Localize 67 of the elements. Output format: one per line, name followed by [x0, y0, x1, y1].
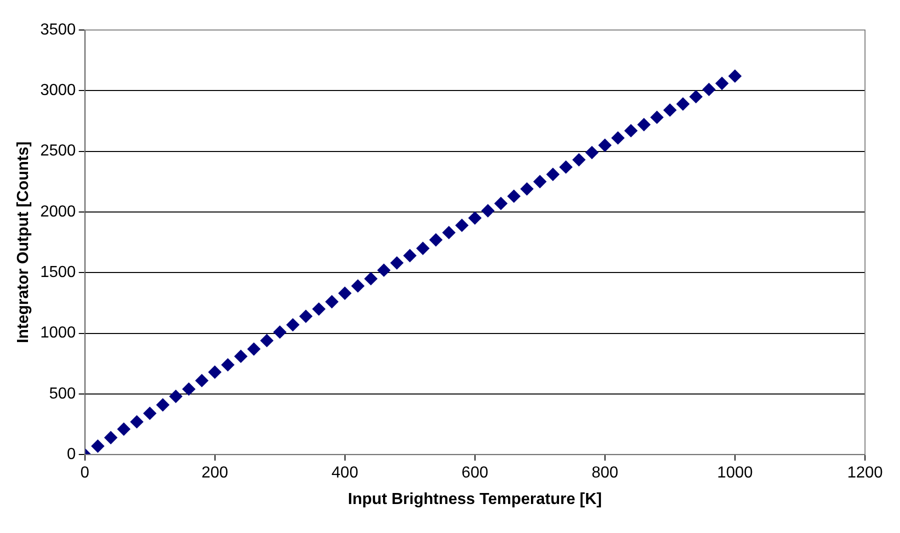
point: [455, 218, 468, 232]
x-tick-label: 1200: [847, 464, 883, 482]
point: [195, 374, 208, 388]
point: [273, 326, 286, 339]
point: [182, 382, 196, 396]
point: [377, 264, 390, 277]
point: [338, 286, 352, 300]
point: [143, 406, 156, 420]
point: [169, 390, 182, 403]
point: [364, 272, 378, 286]
point: [429, 233, 442, 246]
point: [104, 431, 118, 444]
point: [624, 124, 638, 138]
y-tick-label: 500: [49, 385, 76, 402]
y-tick-label: 1000: [40, 324, 76, 342]
y-tick-label: 2500: [40, 142, 76, 160]
point: [481, 204, 494, 218]
point: [312, 302, 326, 316]
point: [351, 279, 364, 292]
point: [286, 318, 300, 332]
x-tick-label: 1000: [717, 464, 753, 482]
point: [403, 249, 416, 262]
point: [130, 415, 144, 428]
point: [299, 310, 312, 323]
point: [585, 146, 598, 160]
point: [663, 104, 676, 117]
point: [208, 366, 222, 379]
point: [468, 212, 482, 225]
y-tick-label: 1500: [40, 264, 76, 282]
point: [572, 153, 586, 166]
y-axis-title: Integrator Output [Counts]: [15, 141, 32, 344]
y-tick-label: 3500: [40, 21, 76, 38]
point: [676, 98, 690, 110]
point: [91, 440, 104, 453]
point: [416, 242, 430, 255]
y-tick-label: 0: [66, 446, 76, 464]
point: [156, 398, 170, 412]
point: [494, 196, 508, 210]
x-tick-label: 800: [592, 464, 618, 482]
point: [546, 168, 560, 181]
point: [117, 422, 130, 436]
point: [260, 334, 274, 348]
point: [533, 175, 546, 188]
x-axis-title: Input Brightness Temperature [K]: [348, 490, 602, 508]
y-tick-label: 2000: [40, 203, 76, 220]
point: [728, 70, 742, 83]
point: [702, 82, 716, 96]
point: [637, 118, 650, 132]
point: [442, 226, 456, 240]
x-tick-label: 200: [201, 464, 228, 482]
point: [390, 256, 404, 270]
point: [689, 90, 702, 104]
point: [520, 182, 534, 196]
point: [715, 76, 728, 90]
point: [598, 138, 612, 152]
point: [234, 350, 248, 363]
point: [221, 358, 234, 372]
y-tick-label: 3000: [40, 82, 76, 100]
x-tick-label: 0: [80, 464, 90, 482]
point: [650, 110, 664, 124]
point: [559, 160, 572, 174]
point: [507, 190, 520, 203]
x-tick-label: 400: [332, 464, 358, 482]
point: [325, 295, 338, 308]
point: [247, 342, 260, 356]
x-tick-label: 600: [462, 464, 488, 482]
point: [611, 131, 624, 144]
